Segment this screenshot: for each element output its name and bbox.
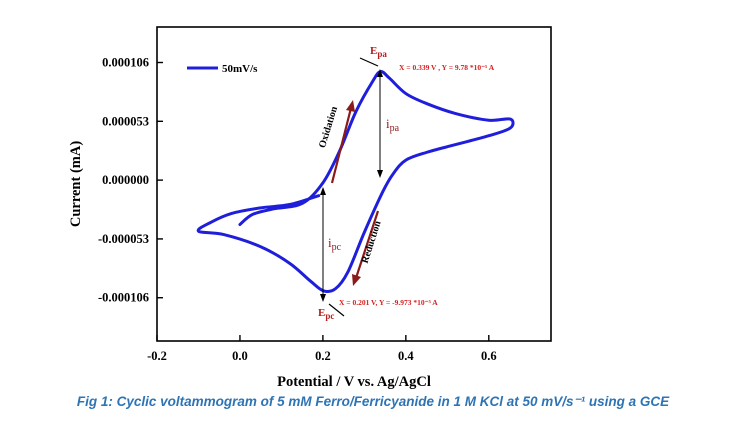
- epa-label: Epa: [370, 45, 387, 59]
- ipc-arrowhead-bottom: [320, 294, 326, 302]
- ipa-arrowhead-top: [377, 69, 383, 77]
- y-axis-title: Current (mA): [68, 141, 84, 227]
- y-axis: 0.000106 0.000053 0.000000 -0.000053 -0.0001…: [98, 56, 163, 305]
- epc-label: Epc: [318, 307, 334, 321]
- y-tick-label: 0.000106: [102, 56, 149, 70]
- epc-peak-coordinates: X = 0.201 V, Y = -9.973 *10⁻⁵ A: [339, 298, 438, 307]
- reduction-label: Reduction: [360, 219, 384, 265]
- oxidation-arrow: [330, 107, 353, 184]
- ipa-arrowhead-bottom: [377, 170, 383, 178]
- ipa-label: ipa: [386, 116, 400, 134]
- x-axis-title: Potential / V vs. Ag/AgCl: [277, 374, 431, 390]
- oxidation-label: Oxidation: [317, 105, 340, 150]
- epa-peak-coordinates: X = 0.339 V , Y = 9.78 *10⁻⁵ A: [399, 63, 495, 72]
- figure-caption: Fig 1: Cyclic voltammogram of 5 mM Ferro…: [76, 394, 670, 409]
- x-axis: -0.2 0.0 0.2 0.4 0.6: [147, 335, 497, 363]
- ipc-arrowhead-top: [320, 187, 326, 195]
- cv-curve-series: [196, 70, 515, 294]
- oxidation-arrowhead: [346, 100, 355, 112]
- epc-pointer-line: [328, 303, 345, 317]
- plot-frame: [156, 26, 552, 342]
- legend-label: 50mV/s: [222, 63, 258, 75]
- y-tick-label: -0.000053: [98, 232, 149, 246]
- x-tick-label: 0.0: [232, 349, 248, 363]
- y-tick-label: -0.000106: [98, 291, 149, 305]
- x-tick-label: 0.6: [481, 349, 497, 363]
- y-tick-label: 0.000053: [102, 114, 149, 128]
- epa-pointer-line: [359, 57, 379, 67]
- ipc-label: ipc: [328, 235, 342, 253]
- reduction-arrow: [354, 210, 380, 279]
- reduction-arrowhead: [352, 274, 361, 286]
- x-tick-label: 0.2: [315, 349, 331, 363]
- y-tick-label: 0.000000: [102, 173, 149, 187]
- x-tick-label: -0.2: [147, 349, 167, 363]
- x-tick-label: 0.4: [398, 349, 414, 363]
